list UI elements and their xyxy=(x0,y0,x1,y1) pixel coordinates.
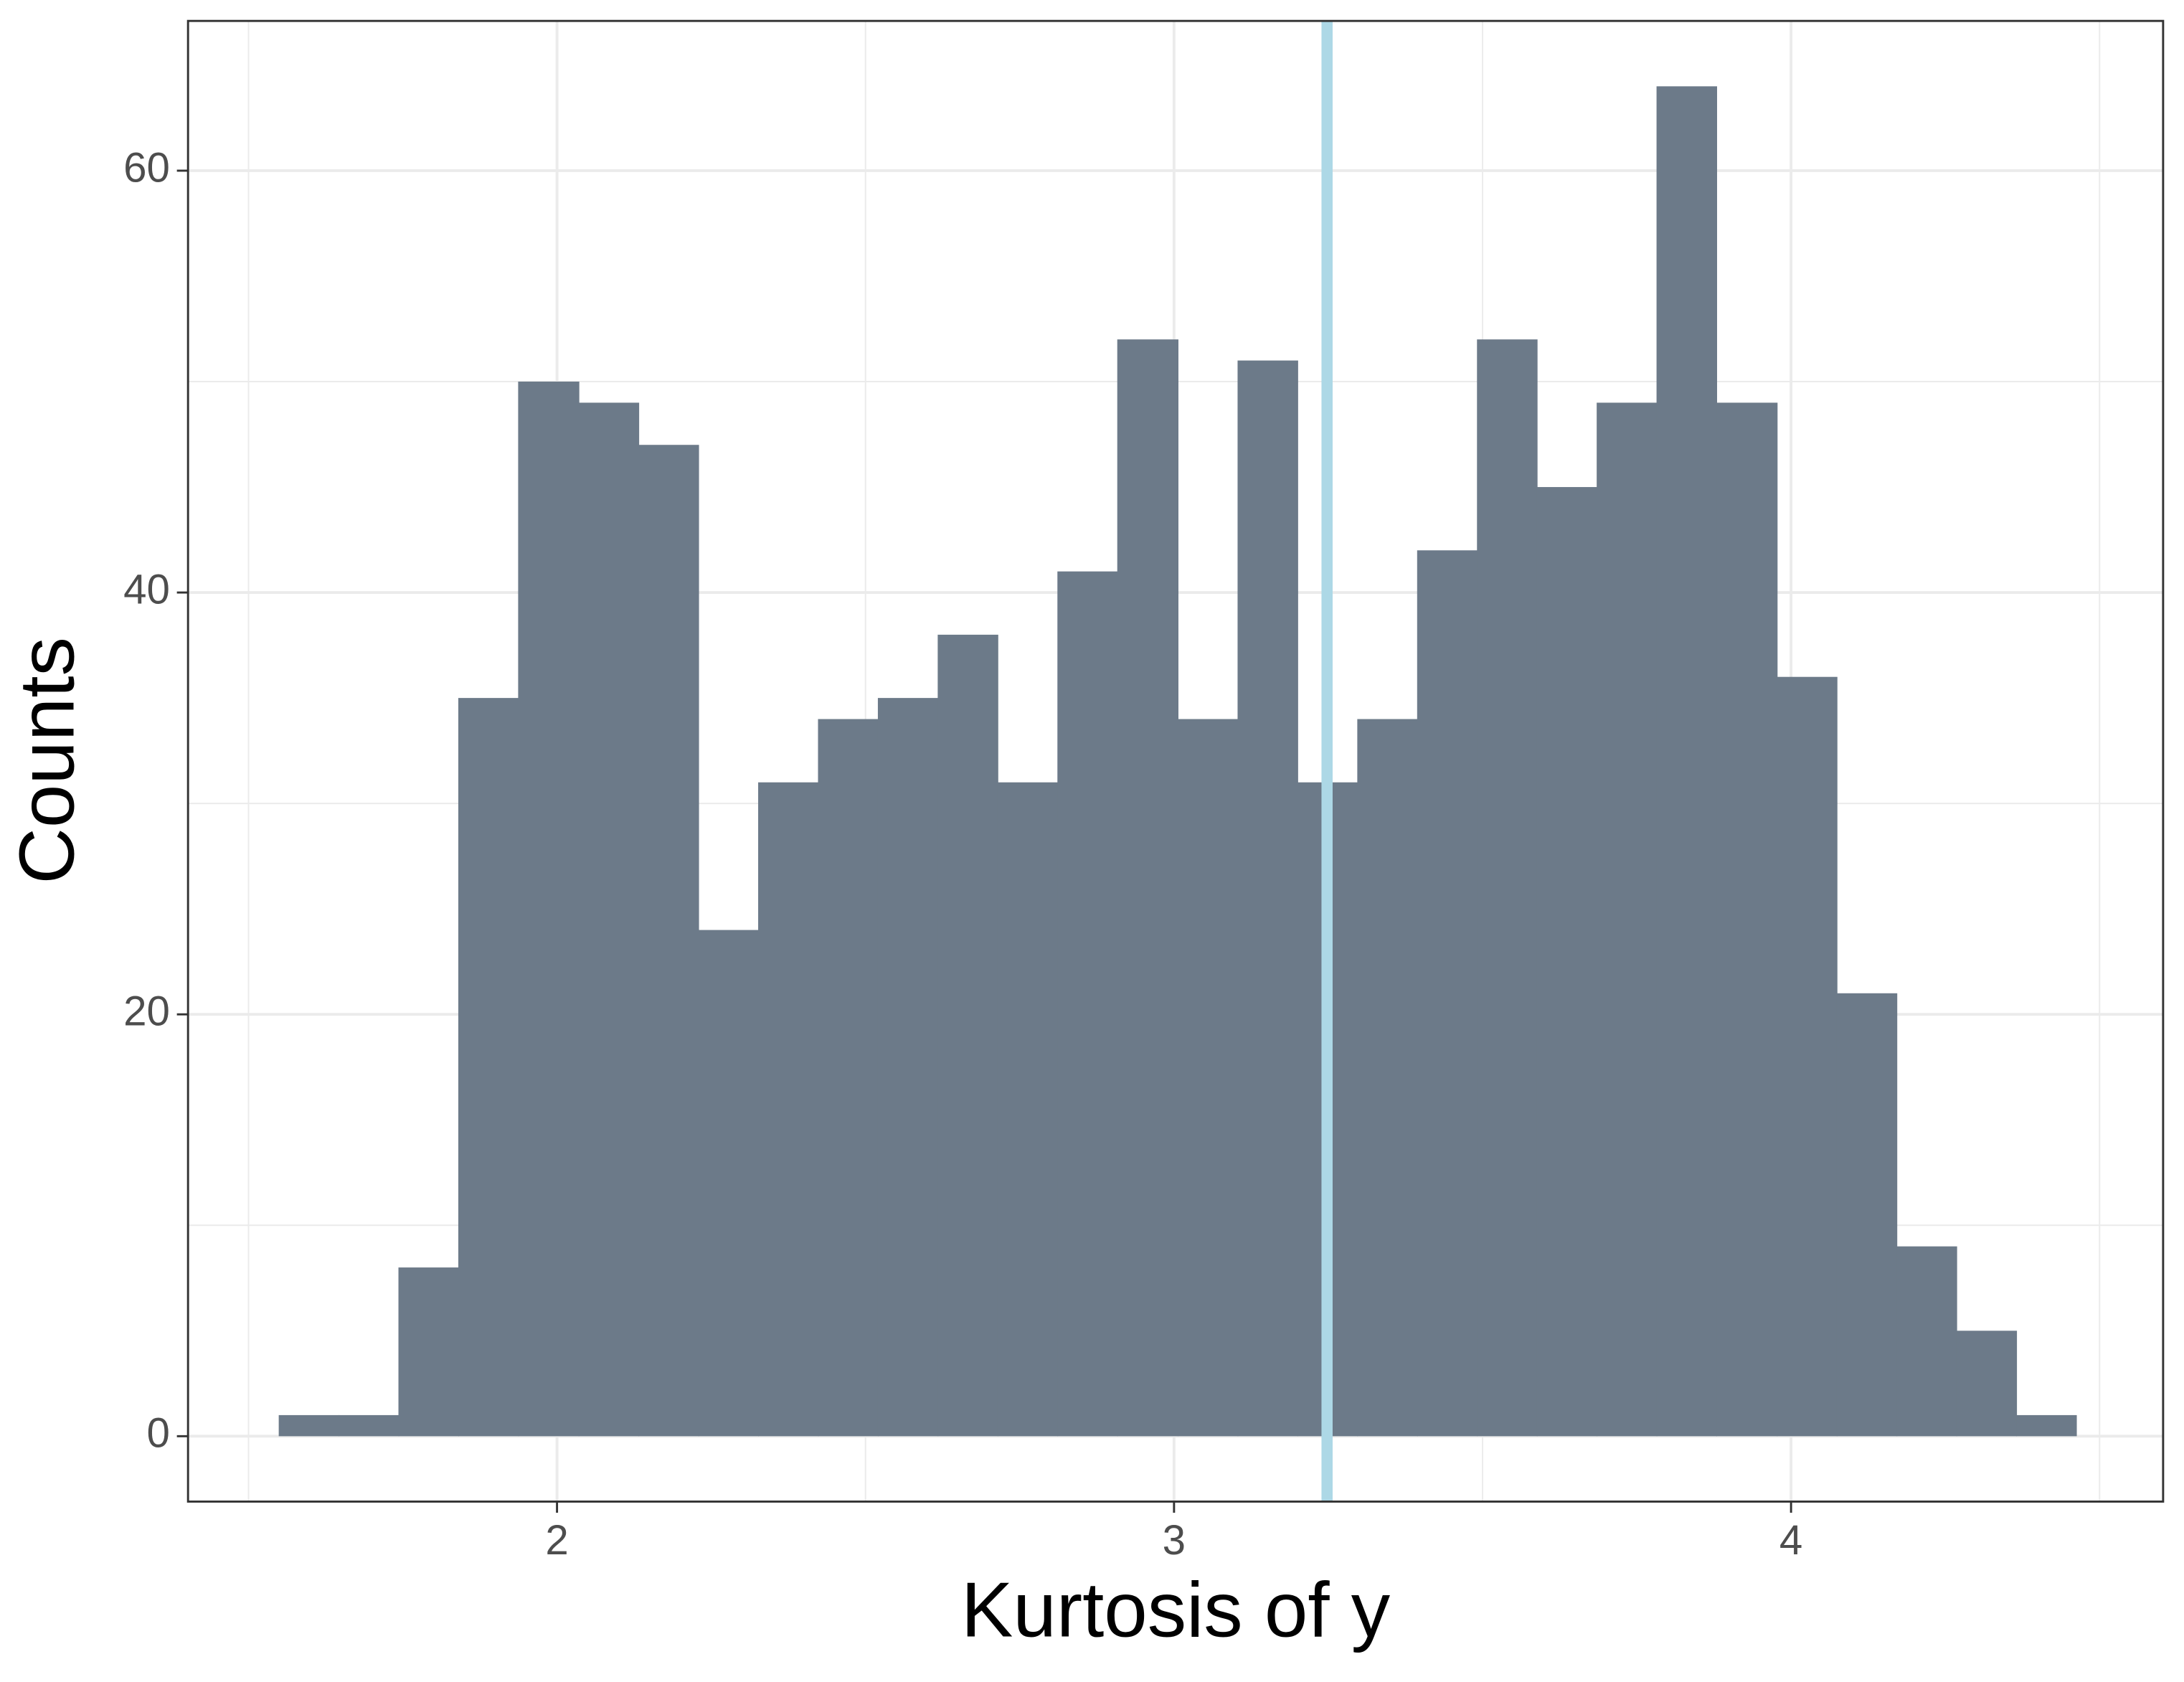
y-tick-label: 0 xyxy=(147,1410,170,1457)
bar xyxy=(997,782,1059,1437)
bar xyxy=(278,1414,340,1437)
bar xyxy=(518,382,580,1437)
bar xyxy=(1597,402,1658,1437)
bar xyxy=(1836,993,1898,1437)
bar xyxy=(1656,86,1718,1437)
bar xyxy=(1477,339,1538,1437)
bar xyxy=(877,698,939,1437)
bar xyxy=(1956,1331,2018,1437)
marks xyxy=(278,21,2077,1502)
y-tick-label: 60 xyxy=(123,144,170,191)
bar xyxy=(937,634,998,1437)
x-tick-label: 4 xyxy=(1779,1517,1802,1564)
bar xyxy=(1237,360,1298,1437)
bar xyxy=(1357,719,1418,1437)
bar xyxy=(578,402,640,1437)
y-tick-label: 20 xyxy=(123,988,170,1035)
bar xyxy=(1417,550,1478,1437)
bar xyxy=(2016,1414,2077,1437)
bar xyxy=(1057,571,1118,1437)
bar xyxy=(1536,487,1598,1437)
bar xyxy=(698,930,760,1437)
bar xyxy=(398,1267,459,1437)
bar xyxy=(1896,1246,1957,1437)
bar xyxy=(458,698,519,1437)
bar xyxy=(1117,339,1178,1437)
panel-border xyxy=(186,19,2165,1503)
bar xyxy=(339,1414,400,1437)
x-tick-label: 2 xyxy=(545,1517,568,1564)
y-axis-title: Counts xyxy=(4,637,91,884)
bar xyxy=(818,719,879,1437)
x-axis-title: Kurtosis of y xyxy=(961,1567,1391,1653)
bar xyxy=(1777,676,1838,1437)
bar xyxy=(638,445,699,1437)
bar xyxy=(1178,719,1239,1437)
y-tick-label: 40 xyxy=(123,566,170,613)
x-tick-label: 3 xyxy=(1163,1517,1186,1564)
bar xyxy=(758,782,819,1437)
bar xyxy=(1716,402,1778,1437)
